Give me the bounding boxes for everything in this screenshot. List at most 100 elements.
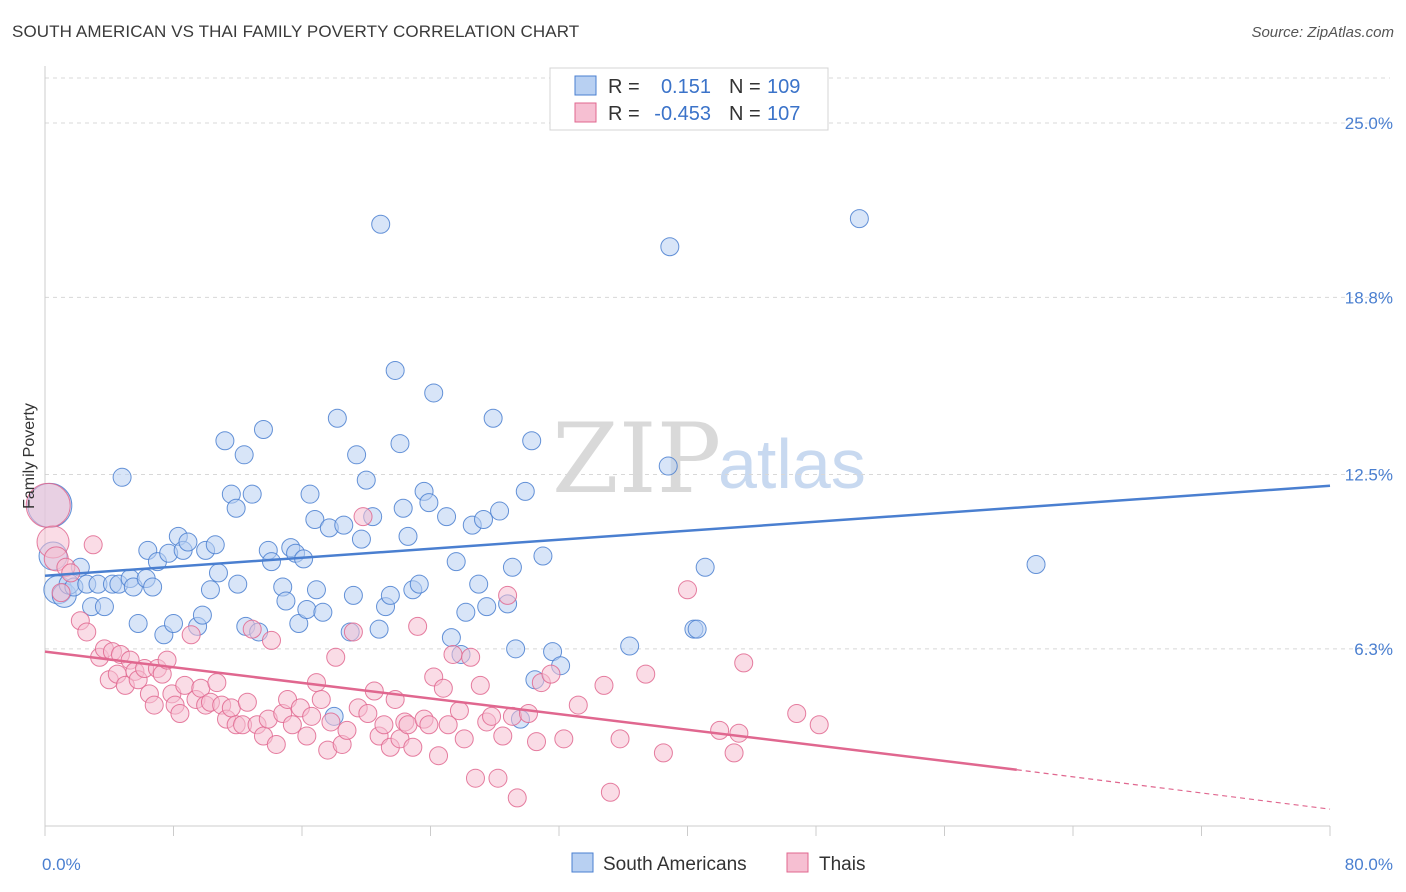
south-american-point bbox=[300, 484, 320, 504]
thai-point bbox=[353, 507, 373, 527]
south-american-point bbox=[297, 599, 317, 619]
legend-r-value-1: 0.151 bbox=[661, 76, 711, 98]
thai-point bbox=[710, 720, 730, 740]
trend-line-thais bbox=[44, 650, 1017, 772]
thai-point bbox=[433, 678, 453, 698]
south-american-point bbox=[474, 509, 494, 529]
thai-point bbox=[610, 729, 630, 749]
thai-point bbox=[221, 698, 241, 718]
thais-points bbox=[25, 482, 829, 808]
south-american-point bbox=[371, 214, 391, 234]
thai-point bbox=[734, 653, 754, 673]
bottom-legend-swatch-pink bbox=[786, 852, 809, 873]
south-american-point bbox=[347, 445, 367, 465]
south-american-point bbox=[441, 628, 461, 648]
thai-point bbox=[326, 647, 346, 667]
south-american-point bbox=[164, 614, 183, 634]
south-american-point bbox=[242, 484, 262, 504]
thai-point bbox=[470, 675, 490, 695]
south-american-point bbox=[226, 498, 246, 518]
thai-point bbox=[787, 704, 807, 724]
thai-point bbox=[403, 737, 423, 757]
thai-point bbox=[408, 616, 428, 636]
south-american-point bbox=[456, 602, 476, 622]
thai-point bbox=[541, 664, 561, 684]
south-american-point bbox=[305, 509, 325, 529]
south-american-point bbox=[313, 602, 333, 622]
thai-point bbox=[157, 650, 177, 670]
thai-point bbox=[653, 743, 673, 763]
south-american-point bbox=[380, 585, 400, 605]
south-american-point bbox=[446, 552, 466, 572]
legend: R = 0.151 N = 109 R = -0.453 N = 107 bbox=[549, 67, 829, 131]
thai-point bbox=[343, 622, 363, 642]
thai-point bbox=[438, 715, 458, 735]
thai-point bbox=[594, 675, 614, 695]
thai-point bbox=[507, 788, 527, 808]
thai-point bbox=[493, 726, 513, 746]
thai-point bbox=[181, 625, 201, 645]
thai-point bbox=[724, 743, 744, 763]
trend-line-south-americans bbox=[44, 484, 1331, 577]
south-americans-points bbox=[27, 209, 1046, 729]
y-tick-label: 6.3% bbox=[1354, 640, 1393, 659]
axes bbox=[44, 66, 1331, 836]
south-american-point bbox=[228, 574, 248, 594]
thai-point bbox=[266, 734, 286, 754]
thai-point bbox=[297, 726, 317, 746]
south-american-point bbox=[390, 434, 410, 454]
south-american-point bbox=[178, 532, 198, 552]
south-american-point bbox=[1026, 554, 1046, 574]
x-tick-labels: 0.0% 80.0% bbox=[42, 855, 1393, 874]
thai-point bbox=[170, 704, 190, 724]
thai-point bbox=[482, 706, 502, 726]
south-american-point bbox=[234, 445, 254, 465]
south-american-point bbox=[128, 614, 148, 634]
south-american-point bbox=[208, 563, 228, 583]
watermark-atlas: atlas bbox=[718, 425, 866, 503]
thai-point bbox=[51, 583, 71, 603]
legend-r-value-2: -0.453 bbox=[654, 103, 711, 125]
thai-point bbox=[83, 535, 103, 555]
legend-n-label-2: N = bbox=[729, 103, 761, 125]
legend-r-label-2: R = bbox=[608, 103, 640, 125]
gridlines bbox=[45, 77, 1390, 650]
south-american-point bbox=[343, 585, 363, 605]
y-tick-label: 25.0% bbox=[1345, 114, 1393, 133]
south-american-point bbox=[393, 498, 413, 518]
y-tick-label: 18.8% bbox=[1345, 288, 1393, 307]
south-american-point bbox=[660, 237, 680, 257]
trend-lines bbox=[44, 484, 1331, 810]
thai-point bbox=[600, 782, 620, 802]
thai-point bbox=[429, 746, 449, 766]
south-american-point bbox=[522, 431, 542, 451]
thai-point bbox=[144, 695, 164, 715]
legend-swatch-blue bbox=[574, 75, 597, 96]
thai-point bbox=[358, 704, 378, 724]
bottom-legend: South Americans Thais bbox=[571, 852, 865, 875]
thai-point bbox=[488, 768, 508, 788]
south-american-point bbox=[385, 360, 405, 380]
south-american-point bbox=[620, 636, 640, 656]
south-american-point bbox=[327, 408, 347, 428]
thai-point bbox=[498, 585, 518, 605]
x-tick-label-max: 80.0% bbox=[1345, 855, 1393, 874]
thai-point bbox=[636, 664, 656, 684]
thai-point bbox=[518, 704, 538, 724]
south-american-point bbox=[502, 557, 522, 577]
south-american-point bbox=[849, 209, 869, 229]
trend-line-thais-extension bbox=[1016, 769, 1331, 810]
x-tick-label-min: 0.0% bbox=[42, 855, 81, 874]
south-american-point bbox=[424, 383, 444, 403]
thai-point bbox=[454, 729, 474, 749]
south-american-point bbox=[94, 597, 114, 617]
south-american-point bbox=[334, 515, 354, 535]
thai-point bbox=[306, 673, 326, 693]
south-american-point bbox=[658, 456, 678, 476]
legend-n-label-1: N = bbox=[729, 76, 761, 98]
south-american-point bbox=[192, 605, 212, 625]
south-american-point bbox=[409, 574, 429, 594]
south-american-point bbox=[695, 557, 715, 577]
thai-point bbox=[465, 768, 485, 788]
